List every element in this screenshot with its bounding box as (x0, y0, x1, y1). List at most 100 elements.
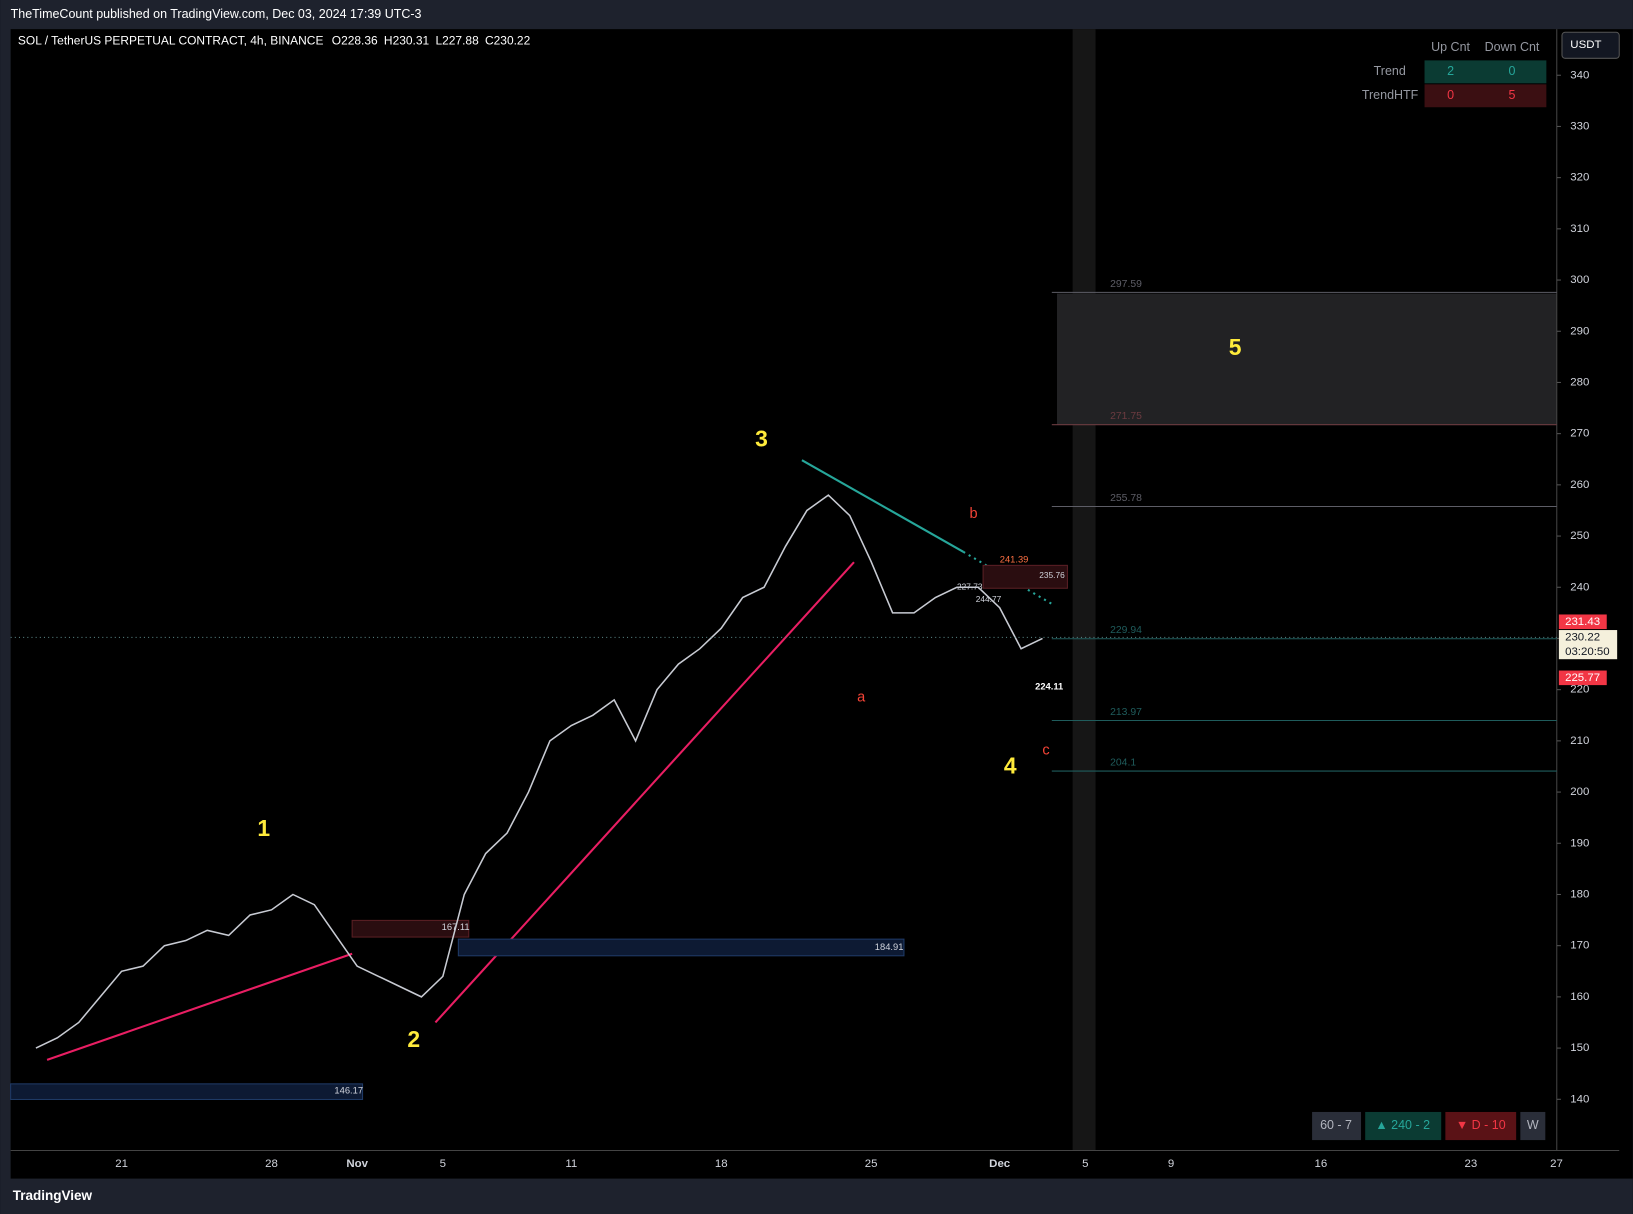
currency[interactable]: USDT (1570, 39, 1601, 51)
zone-label: 244.77 (976, 594, 1002, 604)
x-tick-label: Nov (346, 1158, 368, 1170)
x-tick-label: Dec (989, 1158, 1011, 1170)
y-tick-label: 320 (1570, 172, 1589, 184)
wave-label: 4 (1004, 752, 1017, 778)
zone-label: 224.11 (1035, 682, 1063, 692)
tf-button[interactable] (1312, 1111, 1362, 1141)
x-tick-label: 27 (1550, 1158, 1563, 1170)
y-tick-label: 300 (1570, 274, 1589, 286)
table-cell (1424, 60, 1547, 84)
ohlc-letter: H (384, 34, 393, 48)
ohlc-value: 227.88 (442, 34, 479, 48)
session-band (1072, 29, 1096, 1151)
ohlc: O228.36 H230.31 L227.88 C230.22 (332, 34, 531, 48)
y-tick-label: 280 (1570, 376, 1589, 388)
zone (10, 1083, 364, 1100)
price-badge (1558, 614, 1607, 630)
y-tick-label: 220 (1570, 684, 1589, 696)
zone-label: 146.17 (334, 1086, 363, 1096)
price-badge-label: 230.22 (1565, 631, 1600, 643)
y-tick-label: 180 (1570, 889, 1589, 901)
x-tick-label: 18 (715, 1158, 728, 1170)
x-tick-label: 21 (115, 1158, 128, 1170)
tf-label[interactable]: 60 - 7 (1320, 1118, 1352, 1132)
y-tick-label: 290 (1570, 325, 1589, 337)
y-tick-label: 250 (1570, 530, 1589, 542)
y-tick-label: 270 (1570, 428, 1589, 440)
zone-label: 241.39 (1000, 555, 1029, 565)
y-tick-label: 310 (1570, 223, 1589, 235)
y-tick-label: 210 (1570, 735, 1589, 747)
time-axis (10, 1150, 1633, 1179)
ohlc-value: 230.31 (393, 34, 430, 48)
currency-button[interactable] (1561, 31, 1620, 59)
subwave-label: a (857, 689, 866, 705)
ohlc-letter: O (332, 34, 341, 48)
table-label: TrendHTF (1362, 88, 1419, 102)
target-box (1057, 293, 1557, 425)
wave-label: 2 (407, 1026, 420, 1052)
price-badge (1558, 630, 1618, 660)
table-cell (1424, 84, 1547, 108)
y-tick-label: 160 (1570, 991, 1589, 1003)
subwave-label: b (970, 506, 978, 522)
ohlc-value: 228.36 (341, 34, 378, 48)
table-header: Up Cnt (1431, 40, 1470, 54)
symbol: SOL / TetherUS PERPETUAL CONTRACT, 4h, B… (18, 34, 531, 48)
level-label: 213.97 (1110, 707, 1142, 718)
table-value: 5 (1509, 88, 1516, 102)
price-badge-label: 231.43 (1565, 616, 1600, 628)
y-tick-label: 200 (1570, 786, 1589, 798)
table-header: Down Cnt (1485, 40, 1540, 54)
price-line (35, 494, 1043, 1049)
wave-label: 3 (755, 425, 768, 451)
wave-label: 5 (1229, 334, 1242, 360)
y-tick-label: 260 (1570, 479, 1589, 491)
price-badge-label: 225.77 (1565, 672, 1600, 684)
tf-button[interactable] (1520, 1111, 1546, 1141)
ohlc-letter: C (485, 34, 494, 48)
level-label: 271.75 (1110, 411, 1142, 422)
zone-label: 227.73 (957, 581, 983, 591)
x-tick-label: 25 (865, 1158, 878, 1170)
y-tick-label: 330 (1570, 120, 1589, 132)
tf-label[interactable]: ▲ 240 - 2 (1375, 1118, 1430, 1132)
x-tick-label: 23 (1464, 1158, 1477, 1170)
table-label: Trend (1374, 64, 1406, 78)
countdown: 03:20:50 (1565, 646, 1610, 658)
y-tick-label: 170 (1570, 940, 1589, 952)
zone (982, 564, 1068, 589)
y-tick-label: 240 (1570, 581, 1589, 593)
symbol-name: SOL / TetherUS PERPETUAL CONTRACT, 4h, B… (18, 34, 324, 48)
wave-label: 1 (257, 815, 270, 841)
y-tick-label: 140 (1570, 1093, 1589, 1105)
x-tick-label: 5 (440, 1158, 446, 1170)
y-tick-label: 150 (1570, 1042, 1589, 1054)
x-tick-label: 9 (1168, 1158, 1174, 1170)
x-tick-label: 28 (265, 1158, 278, 1170)
x-tick-label: 16 (1315, 1158, 1328, 1170)
level-label: 204.1 (1110, 757, 1136, 768)
price-axis (1556, 29, 1633, 1151)
zone (351, 919, 470, 938)
level-label: 255.78 (1110, 493, 1142, 504)
tf-button[interactable] (1445, 1111, 1517, 1141)
trend-line (46, 952, 353, 1061)
tf-button[interactable] (1365, 1111, 1442, 1141)
subwave-label: c (1042, 743, 1049, 759)
published: TheTimeCount published on TradingView.co… (11, 7, 422, 21)
zone-label: 235.76 (1039, 570, 1065, 580)
waves: 1 2 3 4 5 (257, 334, 1241, 1052)
zone (457, 938, 905, 957)
trend-line (801, 459, 964, 553)
tf-label[interactable]: W (1527, 1118, 1539, 1132)
ohlc-value: 230.22 (494, 34, 531, 48)
price-badge (1558, 670, 1607, 686)
x-tick-label: 5 (1082, 1158, 1088, 1170)
tf-label[interactable]: ▼ D - 10 (1456, 1118, 1506, 1132)
ohlc-letter: L (435, 34, 442, 48)
level-label: 297.59 (1110, 279, 1142, 290)
table-value: 0 (1509, 64, 1516, 78)
